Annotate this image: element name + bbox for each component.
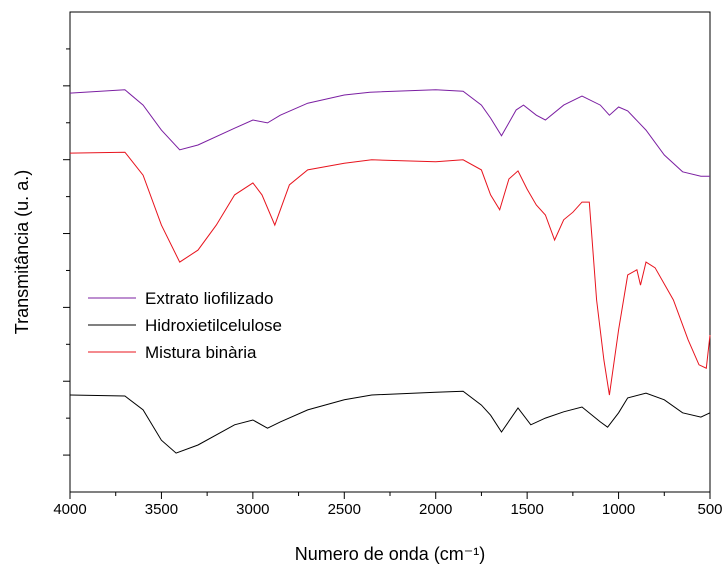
x-axis-title: Numero de onda (cm⁻¹) — [295, 544, 486, 564]
x-tick-label: 1000 — [602, 501, 635, 518]
x-tick-label: 3000 — [236, 501, 269, 518]
x-tick-label: 500 — [697, 501, 722, 518]
y-axis-title: Transmitância (u. a.) — [12, 170, 32, 334]
x-tick-label: 2500 — [328, 501, 361, 518]
x-tick-label: 3500 — [145, 501, 178, 518]
spectrum-line — [69, 390, 711, 454]
spectrum-line — [69, 89, 710, 177]
legend-text: Extrato liofilizado — [145, 289, 274, 308]
x-tick-label: 4000 — [53, 501, 86, 518]
plot-frame — [69, 11, 711, 493]
legend-text: Mistura binària — [145, 343, 257, 362]
spectrum-line — [69, 151, 711, 396]
x-tick-label: 2000 — [419, 501, 452, 518]
legend-text: Hidroxietilcelulose — [145, 316, 282, 335]
x-tick-label: 1500 — [510, 501, 543, 518]
